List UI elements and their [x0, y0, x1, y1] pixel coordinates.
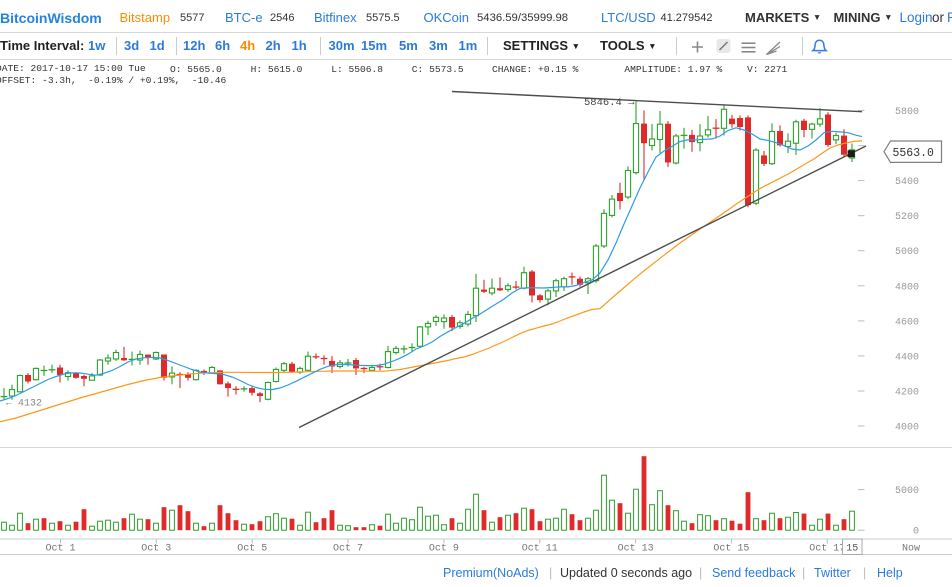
svg-text:Oct 13: Oct 13	[618, 544, 654, 555]
svg-text:0: 0	[913, 527, 919, 538]
svg-text:Oct 7: Oct 7	[333, 544, 363, 555]
svg-text:4200: 4200	[895, 388, 919, 399]
svg-text:4400: 4400	[895, 352, 919, 363]
svg-text:4800: 4800	[895, 282, 919, 293]
svg-text:5000: 5000	[895, 247, 919, 258]
svg-text:Oct 17: Oct 17	[809, 544, 845, 555]
svg-text:5200: 5200	[895, 212, 919, 223]
svg-text:5800: 5800	[895, 107, 919, 118]
svg-text:← 4132: ← 4132	[6, 398, 42, 409]
svg-text:Oct 9: Oct 9	[429, 544, 459, 555]
svg-text:4600: 4600	[895, 317, 919, 328]
svg-text:4000: 4000	[895, 423, 919, 434]
svg-text:Oct 3: Oct 3	[141, 544, 171, 555]
svg-text:5400: 5400	[895, 177, 919, 188]
svg-text:15: 15	[846, 544, 858, 555]
svg-text:Now: Now	[902, 544, 920, 555]
svg-text:Oct 5: Oct 5	[237, 544, 267, 555]
svg-text:5846.4 →: 5846.4 →	[584, 97, 635, 109]
svg-text:5000: 5000	[895, 486, 919, 497]
svg-text:Oct 15: Oct 15	[713, 544, 749, 555]
svg-text:5563.0: 5563.0	[893, 147, 935, 160]
svg-text:Oct 11: Oct 11	[522, 544, 558, 555]
svg-text:Oct 1: Oct 1	[45, 544, 75, 555]
